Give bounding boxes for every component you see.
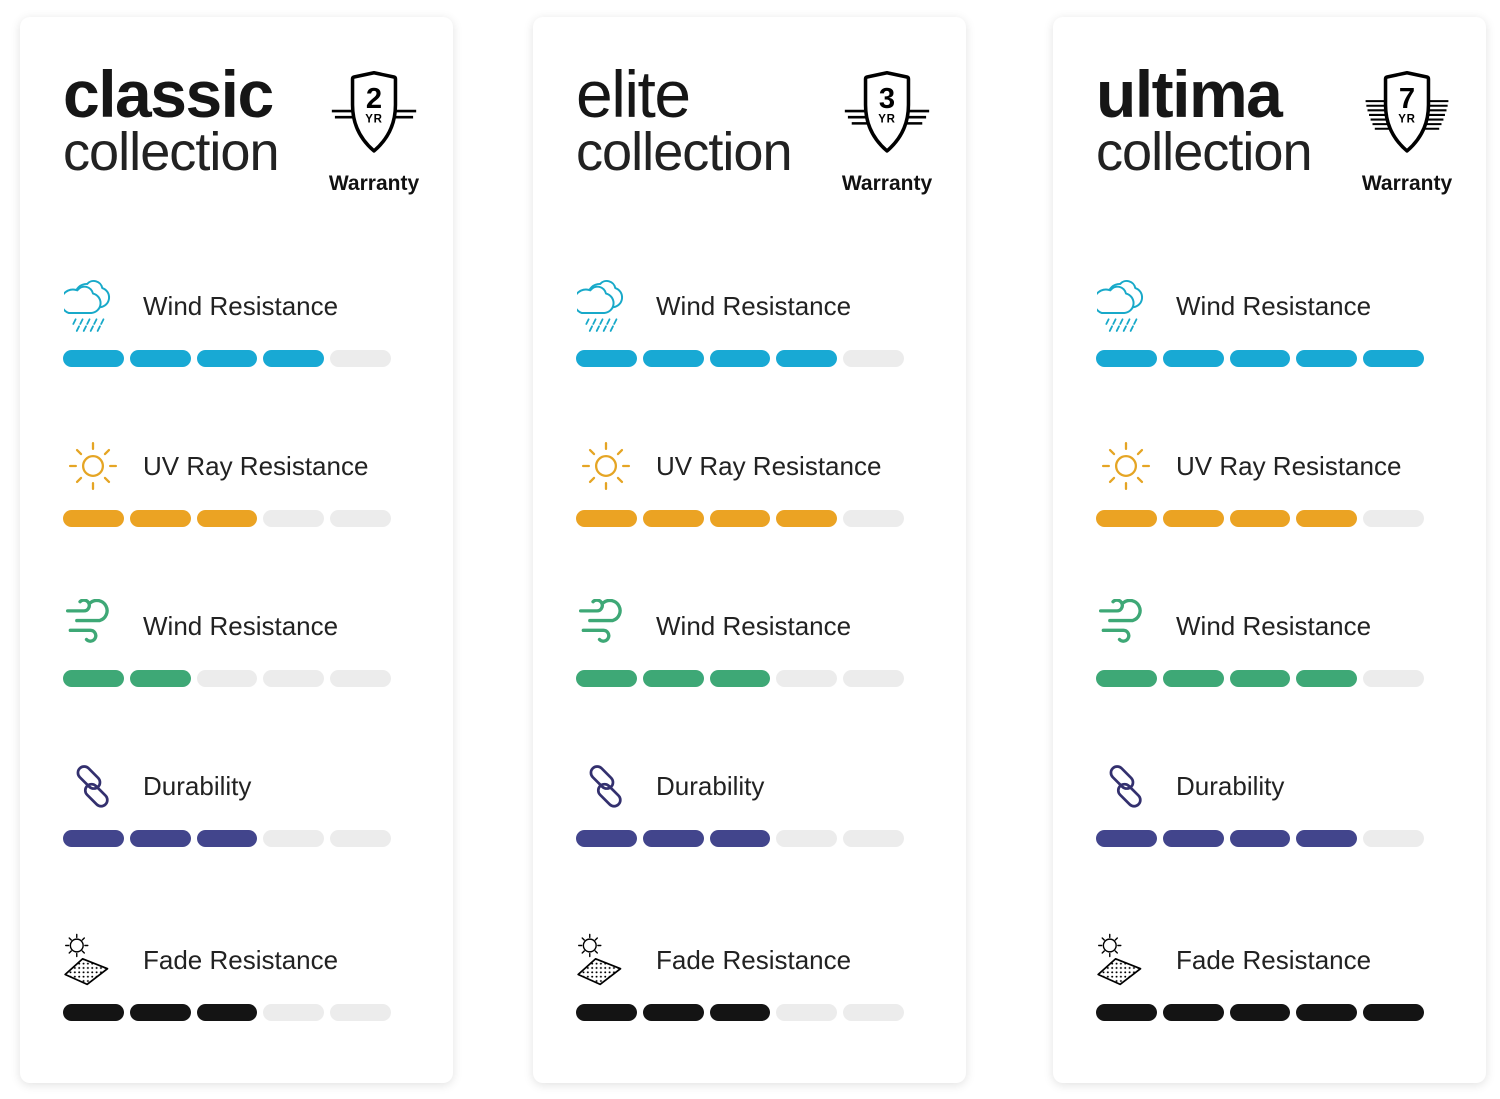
svg-text:2: 2 — [366, 83, 382, 115]
svg-text:YR: YR — [1398, 114, 1416, 126]
svg-text:7: 7 — [1399, 83, 1415, 115]
svg-text:3: 3 — [879, 83, 895, 115]
svg-text:YR: YR — [878, 114, 896, 126]
svg-text:YR: YR — [365, 114, 383, 126]
